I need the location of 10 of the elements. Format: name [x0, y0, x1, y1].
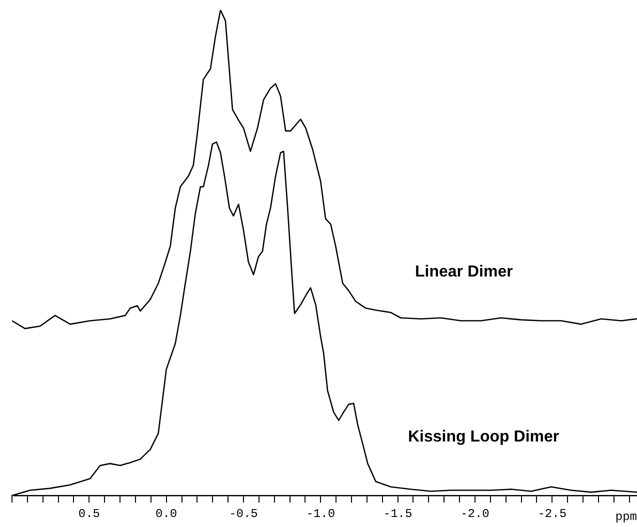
x-tick-label: 0.0	[156, 506, 178, 521]
x-tick-label: -1.5	[383, 506, 412, 521]
text: Kissing Loop Dimer	[408, 428, 560, 446]
x-tick-label: 0.5	[78, 506, 100, 521]
x-tick-label: -2.0	[460, 506, 490, 521]
x-tick-label: -2.5	[538, 506, 567, 521]
x-tick-label: -1.0	[306, 506, 336, 521]
x-tick-label: -0.5	[229, 506, 258, 521]
x-axis-title: ppm	[615, 510, 637, 524]
text: Linear Dimer	[415, 263, 513, 280]
